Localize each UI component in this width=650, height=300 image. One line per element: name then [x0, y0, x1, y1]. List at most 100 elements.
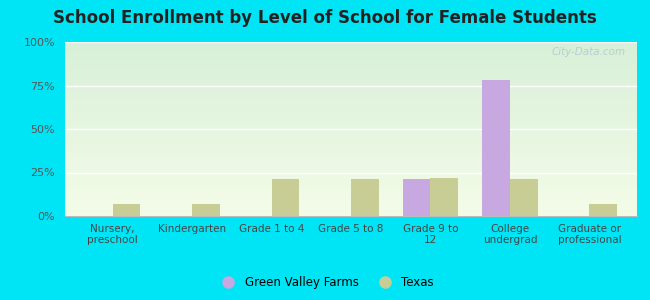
Bar: [482, 80, 510, 216]
Bar: [65, 188, 637, 190]
Bar: [65, 164, 637, 166]
Bar: [65, 141, 637, 143]
Bar: [65, 61, 637, 63]
Bar: [65, 56, 637, 58]
Bar: [65, 159, 637, 160]
Bar: [65, 42, 637, 44]
Bar: [65, 183, 637, 185]
Bar: [65, 82, 637, 84]
Bar: [65, 178, 637, 179]
Bar: [65, 91, 637, 92]
Bar: [65, 113, 637, 115]
Bar: [65, 106, 637, 108]
Bar: [65, 133, 637, 134]
Bar: [65, 105, 637, 106]
Bar: [65, 75, 637, 77]
Bar: [65, 122, 637, 124]
Bar: [65, 162, 637, 164]
Bar: [65, 80, 637, 82]
Bar: [65, 212, 637, 214]
Bar: [65, 124, 637, 125]
Bar: [65, 63, 637, 64]
Bar: [65, 64, 637, 66]
Bar: [65, 59, 637, 61]
Bar: [65, 157, 637, 159]
Bar: [65, 169, 637, 171]
Bar: [65, 179, 637, 181]
Bar: [351, 179, 379, 216]
Bar: [65, 110, 637, 112]
Bar: [65, 66, 637, 68]
Bar: [65, 200, 637, 202]
Bar: [65, 79, 637, 80]
Bar: [65, 134, 637, 136]
Bar: [65, 127, 637, 129]
Bar: [65, 51, 637, 52]
Bar: [65, 92, 637, 94]
Bar: [65, 120, 637, 122]
Bar: [510, 179, 538, 216]
Bar: [65, 98, 637, 99]
Bar: [65, 47, 637, 49]
Bar: [65, 160, 637, 162]
Bar: [65, 112, 637, 113]
Bar: [65, 125, 637, 127]
Bar: [65, 129, 637, 131]
Bar: [65, 87, 637, 89]
Bar: [65, 117, 637, 118]
Bar: [65, 58, 637, 59]
Bar: [192, 204, 220, 216]
Bar: [65, 186, 637, 188]
Bar: [65, 49, 637, 51]
Bar: [65, 171, 637, 172]
Bar: [65, 54, 637, 56]
Bar: [65, 152, 637, 153]
Bar: [65, 153, 637, 155]
Bar: [65, 145, 637, 146]
Bar: [65, 174, 637, 176]
Bar: [65, 195, 637, 197]
Bar: [65, 206, 637, 207]
Bar: [430, 178, 458, 216]
Bar: [65, 194, 637, 195]
Bar: [65, 197, 637, 199]
Bar: [65, 131, 637, 133]
Bar: [65, 143, 637, 145]
Bar: [112, 204, 140, 216]
Bar: [65, 94, 637, 96]
Bar: [65, 199, 637, 200]
Text: City-Data.com: City-Data.com: [551, 47, 625, 57]
Bar: [272, 179, 300, 216]
Bar: [65, 108, 637, 110]
Bar: [65, 77, 637, 79]
Bar: [65, 103, 637, 105]
Bar: [65, 146, 637, 148]
Bar: [65, 192, 637, 194]
Bar: [65, 99, 637, 101]
Bar: [65, 52, 637, 54]
Bar: [65, 68, 637, 70]
Bar: [65, 96, 637, 98]
Bar: [65, 73, 637, 75]
Bar: [65, 115, 637, 117]
Bar: [65, 166, 637, 167]
Bar: [65, 204, 637, 206]
Bar: [65, 209, 637, 211]
Bar: [65, 176, 637, 178]
Legend: Green Valley Farms, Texas: Green Valley Farms, Texas: [212, 272, 438, 294]
Bar: [65, 181, 637, 183]
Bar: [65, 172, 637, 174]
Bar: [65, 214, 637, 216]
Bar: [65, 72, 637, 73]
Bar: [65, 44, 637, 46]
Bar: [65, 190, 637, 192]
Bar: [590, 204, 617, 216]
Bar: [65, 155, 637, 157]
Bar: [65, 85, 637, 87]
Bar: [65, 150, 637, 152]
Bar: [65, 118, 637, 120]
Bar: [65, 101, 637, 103]
Bar: [65, 136, 637, 138]
Bar: [65, 148, 637, 150]
Bar: [402, 179, 430, 216]
